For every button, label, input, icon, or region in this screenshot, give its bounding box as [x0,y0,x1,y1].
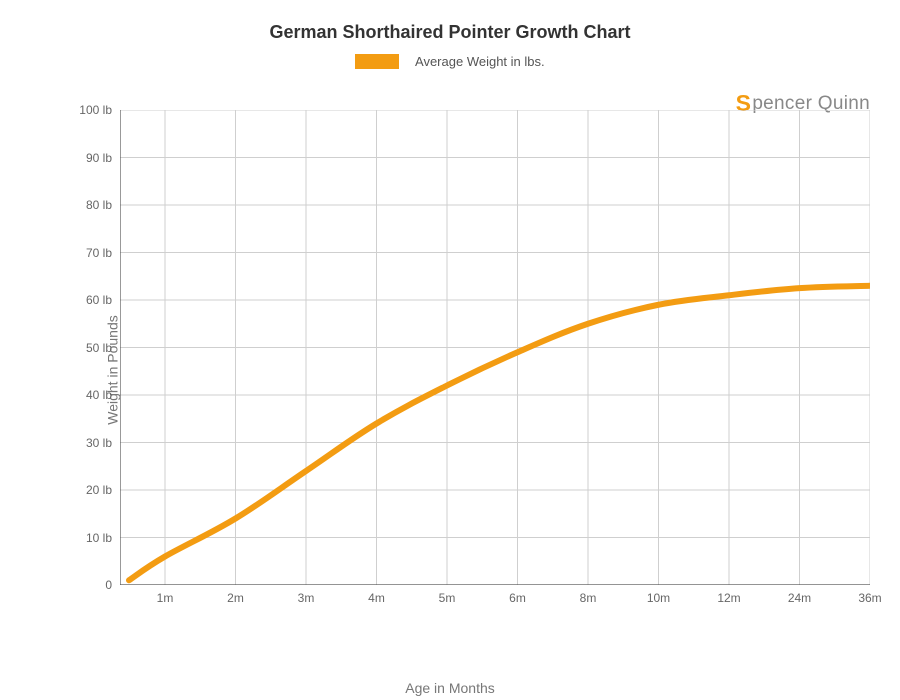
y-tick-label: 40 lb [86,388,112,402]
x-tick-label: 12m [717,591,740,605]
x-axis-title: Age in Months [0,680,900,696]
y-tick-label: 20 lb [86,483,112,497]
x-tick-label: 4m [368,591,385,605]
y-tick-label: 80 lb [86,198,112,212]
x-tick-label: 5m [439,591,456,605]
x-tick-label: 8m [580,591,597,605]
x-tick-label: 3m [298,591,315,605]
chart-legend: Average Weight in lbs. [0,53,900,69]
y-tick-label: 90 lb [86,151,112,165]
legend-swatch [355,54,399,69]
y-tick-label: 0 [105,578,112,592]
chart-area: Weight in Pounds 010 lb20 lb30 lb40 lb50… [50,110,880,630]
y-axis-title: Weight in Pounds [105,315,121,424]
legend-label: Average Weight in lbs. [415,54,545,69]
chart-title: German Shorthaired Pointer Growth Chart [0,0,900,43]
y-tick-label: 60 lb [86,293,112,307]
chart-svg [120,110,870,585]
y-tick-label: 50 lb [86,341,112,355]
y-tick-label: 10 lb [86,531,112,545]
x-tick-label: 36m [858,591,881,605]
y-tick-label: 30 lb [86,436,112,450]
plot-region: 010 lb20 lb30 lb40 lb50 lb60 lb70 lb80 l… [120,110,870,585]
y-tick-label: 100 lb [79,103,112,117]
x-tick-label: 1m [157,591,174,605]
x-tick-label: 6m [509,591,526,605]
series-line-average-weight [129,286,870,581]
y-tick-label: 70 lb [86,246,112,260]
x-tick-label: 24m [788,591,811,605]
x-tick-label: 2m [227,591,244,605]
x-tick-label: 10m [647,591,670,605]
